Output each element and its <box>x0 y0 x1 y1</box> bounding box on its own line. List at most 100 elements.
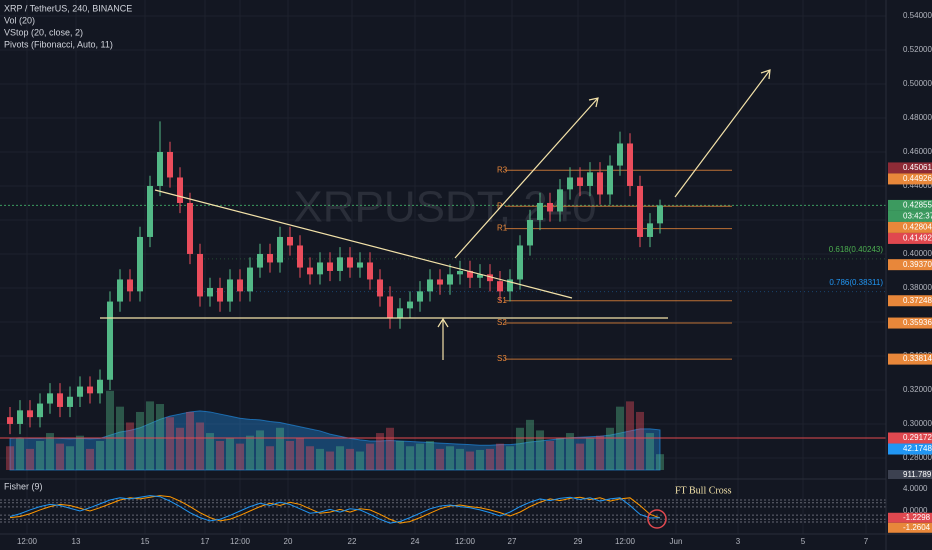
volume-bar <box>586 438 594 470</box>
volume-bar <box>206 433 214 470</box>
volume-bar <box>76 435 84 470</box>
volume-bar <box>556 438 564 470</box>
fisher-badge-label: -1.2604 <box>903 523 931 532</box>
volume-bar <box>366 443 374 470</box>
trend-line <box>154 189 573 299</box>
volume-bar <box>216 440 224 470</box>
annotation: FT Bull Cross <box>675 485 732 496</box>
y-tick-label: 0.44000 <box>903 181 932 190</box>
candle-body <box>507 279 513 292</box>
up-arrow-head <box>437 317 449 328</box>
arrow-head <box>760 69 771 80</box>
price-badge <box>888 259 932 271</box>
price-badge-label: 0.45061 <box>903 163 932 172</box>
volume-bar <box>186 411 194 470</box>
price-badge <box>888 210 932 222</box>
volume-bar <box>386 427 394 470</box>
volume-bar <box>226 438 234 470</box>
volume-bar <box>86 448 94 470</box>
volume-bar <box>246 435 254 470</box>
volume-bar <box>136 411 144 470</box>
volume-bar <box>176 427 184 470</box>
fisher-tick-label: 4.0000 <box>903 484 928 493</box>
fisher-tick-label: 0.0000 <box>903 506 928 515</box>
volume-bar <box>526 419 534 470</box>
fib-label: 0.786(0.38311) <box>829 278 883 287</box>
volume-bar <box>66 446 74 470</box>
candle-body <box>607 165 613 195</box>
volume-bar <box>476 449 484 470</box>
price-badge-label: 0.42804 <box>903 223 932 232</box>
candle-body <box>417 291 423 302</box>
volume-bar <box>396 440 404 470</box>
pivot-label: S3 <box>497 354 507 363</box>
volume-bar <box>456 448 464 470</box>
candle-body <box>127 279 133 292</box>
volume-bar <box>436 448 444 470</box>
watermark: XRPUSDT, 240 <box>293 183 596 232</box>
volume-bar <box>6 446 14 470</box>
price-badge <box>888 443 932 455</box>
volume-bar <box>356 451 364 470</box>
x-tick-label: 7 <box>864 537 869 546</box>
volume-bar <box>626 401 634 470</box>
y-tick-label: 0.40000 <box>903 249 932 258</box>
candle-body <box>257 253 263 268</box>
volume-bar <box>306 446 314 470</box>
candle-body <box>287 236 293 246</box>
price-axis: 12:00 13 15 17 12:00 20 22 24 12:00 27 29 12:00 Jun 3… <box>17 11 932 546</box>
x-tick-label: 5 <box>801 537 806 546</box>
price-badge-label: 0.41492 <box>903 234 932 243</box>
y-tick-label: 0.30000 <box>903 419 932 428</box>
candle-body <box>107 301 113 380</box>
drawings <box>100 69 771 360</box>
arrow-head <box>588 97 599 108</box>
volume-bar <box>486 448 494 470</box>
candle-body <box>167 151 173 178</box>
volume-bar <box>166 417 174 470</box>
candle-body <box>227 279 233 302</box>
price-badge <box>888 317 932 329</box>
candle-body <box>427 279 433 292</box>
candle-body <box>187 202 193 254</box>
price-badge <box>888 162 932 174</box>
chart-title: XRP / TetherUS, 240, BINANCE <box>4 3 132 13</box>
candle-body <box>317 262 323 275</box>
volume-bar <box>336 446 344 470</box>
x-tick-label: 20 <box>284 537 293 546</box>
arrow <box>674 69 771 198</box>
price-badge-label: 0.39370 <box>903 260 932 269</box>
candle-body <box>97 379 103 394</box>
volume-bar <box>46 433 54 470</box>
fisher-pane <box>0 495 886 524</box>
candle-body <box>47 393 53 404</box>
volume-bar <box>236 443 244 470</box>
x-tick-label: 12:00 <box>615 537 636 546</box>
price-badge-label: 0.44926 <box>903 174 932 183</box>
candle-body <box>387 296 393 319</box>
candle-body <box>147 185 153 237</box>
candle-body <box>517 245 523 280</box>
candle-body <box>247 267 253 292</box>
volume-bar <box>286 440 294 470</box>
volume-bar <box>596 435 604 470</box>
indicator: Pivots (Fibonacci, Auto, 11) <box>4 39 113 49</box>
candle-body <box>137 236 143 292</box>
volume-bar <box>346 448 354 470</box>
price-badge <box>888 221 932 233</box>
indicator: VStop (20, close, 2) <box>4 27 83 37</box>
y-tick-label: 0.38000 <box>903 283 932 292</box>
volume-bar <box>646 433 654 470</box>
volume-bar <box>316 448 324 470</box>
x-tick-label: 22 <box>348 537 357 546</box>
volume-bar <box>266 446 274 470</box>
candle-body <box>7 417 13 424</box>
grid <box>0 0 886 534</box>
price-badge-label: 0.33814 <box>903 354 932 363</box>
price-badge-label: 0.37248 <box>903 296 932 305</box>
candle-body <box>647 223 653 237</box>
fisher-badge <box>888 522 932 533</box>
volume-bar <box>96 440 104 470</box>
candle-body <box>657 205 663 224</box>
